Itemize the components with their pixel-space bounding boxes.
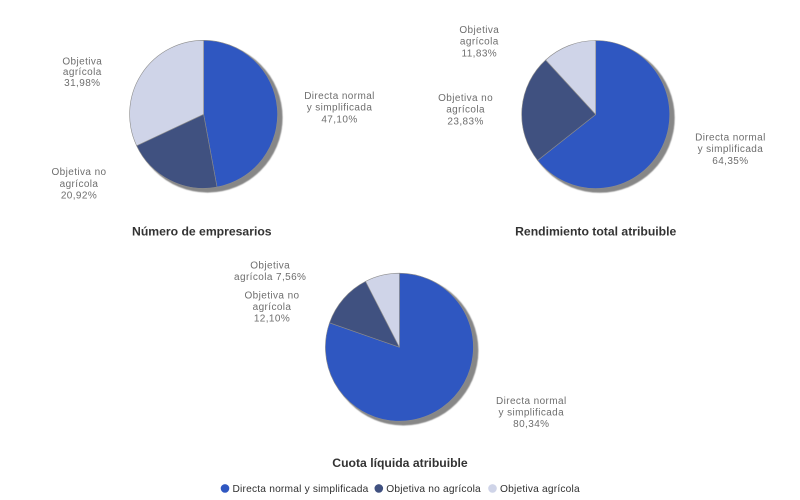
svg-text:12,10%: 12,10%	[254, 313, 290, 324]
svg-text:Directa normal: Directa normal	[695, 132, 766, 143]
svg-text:47,10%: 47,10%	[321, 114, 357, 125]
svg-text:y simplificada: y simplificada	[307, 103, 373, 114]
svg-text:Objetiva no: Objetiva no	[438, 93, 493, 104]
svg-text:Directa normal: Directa normal	[304, 91, 375, 102]
svg-text:80,34%: 80,34%	[513, 419, 549, 430]
svg-text:agrícola: agrícola	[460, 37, 499, 48]
svg-text:31,98%: 31,98%	[64, 78, 100, 89]
svg-text:64,35%: 64,35%	[712, 156, 748, 167]
svg-text:agrícola: agrícola	[60, 179, 99, 190]
svg-text:Objetiva: Objetiva	[250, 261, 290, 272]
svg-text:y simplificada: y simplificada	[698, 144, 764, 155]
svg-text:23,83%: 23,83%	[447, 116, 483, 127]
svg-text:agrícola: agrícola	[446, 105, 485, 116]
svg-text:y simplificada: y simplificada	[498, 407, 564, 418]
svg-text:Objetiva: Objetiva	[459, 25, 499, 36]
svg-text:Rendimiento total atribuible: Rendimiento total atribuible	[515, 225, 676, 239]
svg-text:Objetiva: Objetiva	[62, 56, 102, 67]
svg-text:20,92%: 20,92%	[61, 191, 97, 202]
svg-text:Directa normal y simplificada: Directa normal y simplificada	[233, 484, 369, 495]
svg-text:Número de empresarios: Número de empresarios	[132, 225, 272, 239]
svg-text:Directa normal: Directa normal	[496, 396, 567, 407]
svg-text:agrícola: agrícola	[63, 67, 102, 78]
svg-text:Objetiva no: Objetiva no	[52, 167, 107, 178]
svg-text:Cuota líquida atribuible: Cuota líquida atribuible	[332, 456, 468, 470]
svg-text:agrícola 7,56%: agrícola 7,56%	[234, 272, 306, 283]
svg-text:Objetiva no agrícola: Objetiva no agrícola	[386, 484, 481, 495]
svg-text:Objetiva no: Objetiva no	[245, 291, 300, 302]
svg-text:agrícola: agrícola	[253, 302, 292, 313]
svg-text:11,83%: 11,83%	[462, 48, 498, 59]
svg-text:Objetiva agrícola: Objetiva agrícola	[500, 484, 580, 495]
